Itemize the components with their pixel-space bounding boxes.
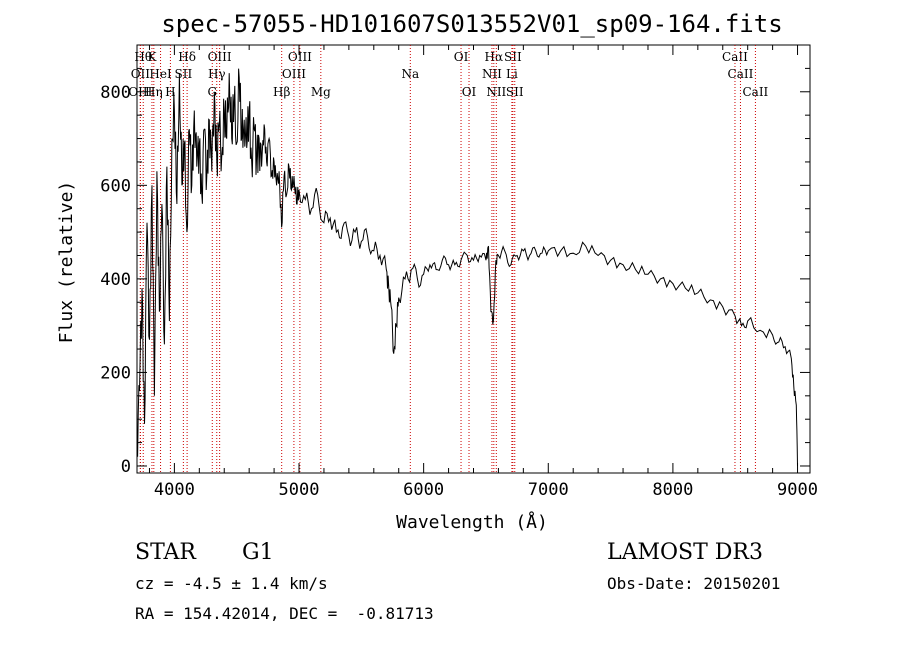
y-tick-label: 200 xyxy=(100,363,131,383)
observation-date: Obs-Date: 20150201 xyxy=(607,574,781,593)
spectral-line-label: Hδ xyxy=(178,50,196,64)
spectral-line-label: H xyxy=(165,85,175,99)
spectral-line-label: OIII xyxy=(282,67,306,81)
spectral-line-label: OI xyxy=(454,50,469,64)
spectral-line-label: SII xyxy=(504,50,522,64)
spectral-line-label: K xyxy=(147,50,157,64)
spectral-line-label: Hα xyxy=(485,50,504,64)
y-tick-label: 400 xyxy=(100,270,131,290)
spectral-line-label: SII xyxy=(175,67,193,81)
spectral-line-label: CaII xyxy=(722,50,748,64)
y-tick-label: 600 xyxy=(100,176,131,196)
spectral-line-label: CaII xyxy=(728,67,754,81)
y-axis-label: Flux (relative) xyxy=(56,181,77,344)
x-axis-label: Wavelength (Å) xyxy=(396,511,548,533)
spectral-line-label: Hγ xyxy=(208,67,226,81)
object-subclass: G1 xyxy=(242,540,274,565)
y-tick-label: 0 xyxy=(121,457,131,477)
spectral-line-label: Hθ xyxy=(134,50,152,64)
survey-name: LAMOST DR3 xyxy=(607,540,763,565)
spectral-line-label: OI xyxy=(462,85,477,99)
spectral-line-label: Hβ xyxy=(273,85,290,99)
spectral-line-label: Mg xyxy=(311,85,331,99)
coordinates: RA = 154.42014, DEC = -0.81713 xyxy=(135,604,434,623)
spectral-line-label: NII xyxy=(486,85,506,99)
spectral-line-label: Hη xyxy=(145,85,163,99)
spectral-line-label: CaII xyxy=(742,85,768,99)
y-tick-label: 800 xyxy=(100,83,131,103)
axis-ticks: 4000 5000 6000 7000 8000 9000 0 200 400 600 800 xyxy=(100,45,818,500)
x-tick-label: 9000 xyxy=(777,480,818,500)
x-tick-label: 7000 xyxy=(528,480,569,500)
x-tick-label: 5000 xyxy=(279,480,320,500)
spectral-line-label: G xyxy=(207,85,217,99)
spectral-line-label: Li xyxy=(506,67,518,81)
x-tick-label: 6000 xyxy=(403,480,444,500)
x-tick-label: 4000 xyxy=(154,480,195,500)
spectral-line-label: Na xyxy=(401,67,419,81)
object-class: STAR xyxy=(135,540,196,565)
flux-series-line xyxy=(136,68,798,467)
redshift-cz: cz = -4.5 ± 1.4 km/s xyxy=(135,574,328,593)
spectral-line-label: OIII xyxy=(208,50,232,64)
chart-title: spec-57055-HD101607S013552V01_sp09-164.f… xyxy=(161,10,782,38)
x-tick-label: 8000 xyxy=(652,480,693,500)
spectral-line-label: HeI xyxy=(149,67,172,81)
spectral-line-label: NII xyxy=(482,67,502,81)
spectral-line-label: OII xyxy=(131,67,151,81)
spectral-line-label: SII xyxy=(506,85,524,99)
spectral-line-label: OIII xyxy=(288,50,312,64)
